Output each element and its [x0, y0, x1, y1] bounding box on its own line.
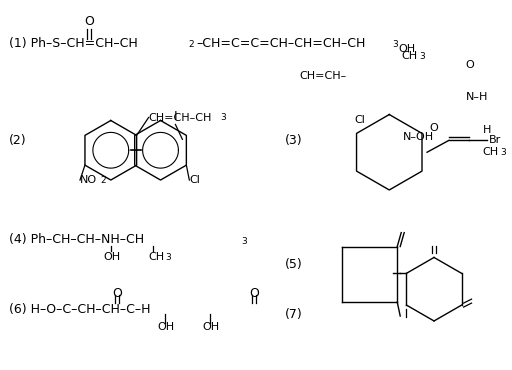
Text: Br: Br	[489, 135, 501, 145]
Text: OH: OH	[398, 44, 416, 54]
Text: 3: 3	[241, 236, 247, 246]
Text: (6) H–O–C–CH–CH–C–H: (6) H–O–C–CH–CH–C–H	[9, 303, 151, 316]
Text: 2: 2	[188, 40, 194, 49]
Text: N–H: N–H	[465, 92, 488, 102]
Text: OH: OH	[104, 252, 121, 262]
Text: N–OH: N–OH	[403, 132, 434, 142]
Text: NO: NO	[80, 175, 97, 185]
Text: 3: 3	[165, 253, 171, 262]
Text: OH: OH	[158, 322, 175, 332]
Text: Cl: Cl	[354, 115, 366, 125]
Text: O: O	[112, 287, 122, 300]
Text: O: O	[249, 287, 259, 300]
Text: CH=CH–: CH=CH–	[300, 71, 347, 81]
Text: (7): (7)	[285, 307, 303, 320]
Text: (1) Ph–S–CH=CH–CH: (1) Ph–S–CH=CH–CH	[9, 37, 138, 50]
Text: 2: 2	[100, 176, 105, 185]
Text: (2): (2)	[9, 134, 27, 147]
Text: I: I	[174, 110, 177, 123]
Text: O: O	[84, 15, 94, 28]
Text: (4) Ph–CH–CH–NH–CH: (4) Ph–CH–CH–NH–CH	[9, 233, 144, 246]
Text: OH: OH	[202, 322, 220, 332]
Text: (5): (5)	[285, 258, 303, 271]
Text: CH=CH–CH: CH=CH–CH	[148, 112, 212, 122]
Text: Cl: Cl	[189, 175, 200, 185]
Text: 3: 3	[220, 114, 226, 122]
Text: 3: 3	[419, 52, 425, 61]
Text: H: H	[482, 125, 491, 135]
Text: 3: 3	[501, 148, 506, 157]
Text: (3): (3)	[285, 134, 303, 147]
Text: CH: CH	[483, 147, 499, 157]
Text: –CH=C=C=CH–CH=CH–CH: –CH=C=C=CH–CH=CH–CH	[196, 37, 366, 50]
Text: 3: 3	[392, 40, 398, 49]
Text: CH: CH	[401, 51, 417, 61]
Text: CH: CH	[148, 252, 165, 262]
Text: O: O	[465, 60, 474, 70]
Text: O: O	[430, 124, 438, 134]
